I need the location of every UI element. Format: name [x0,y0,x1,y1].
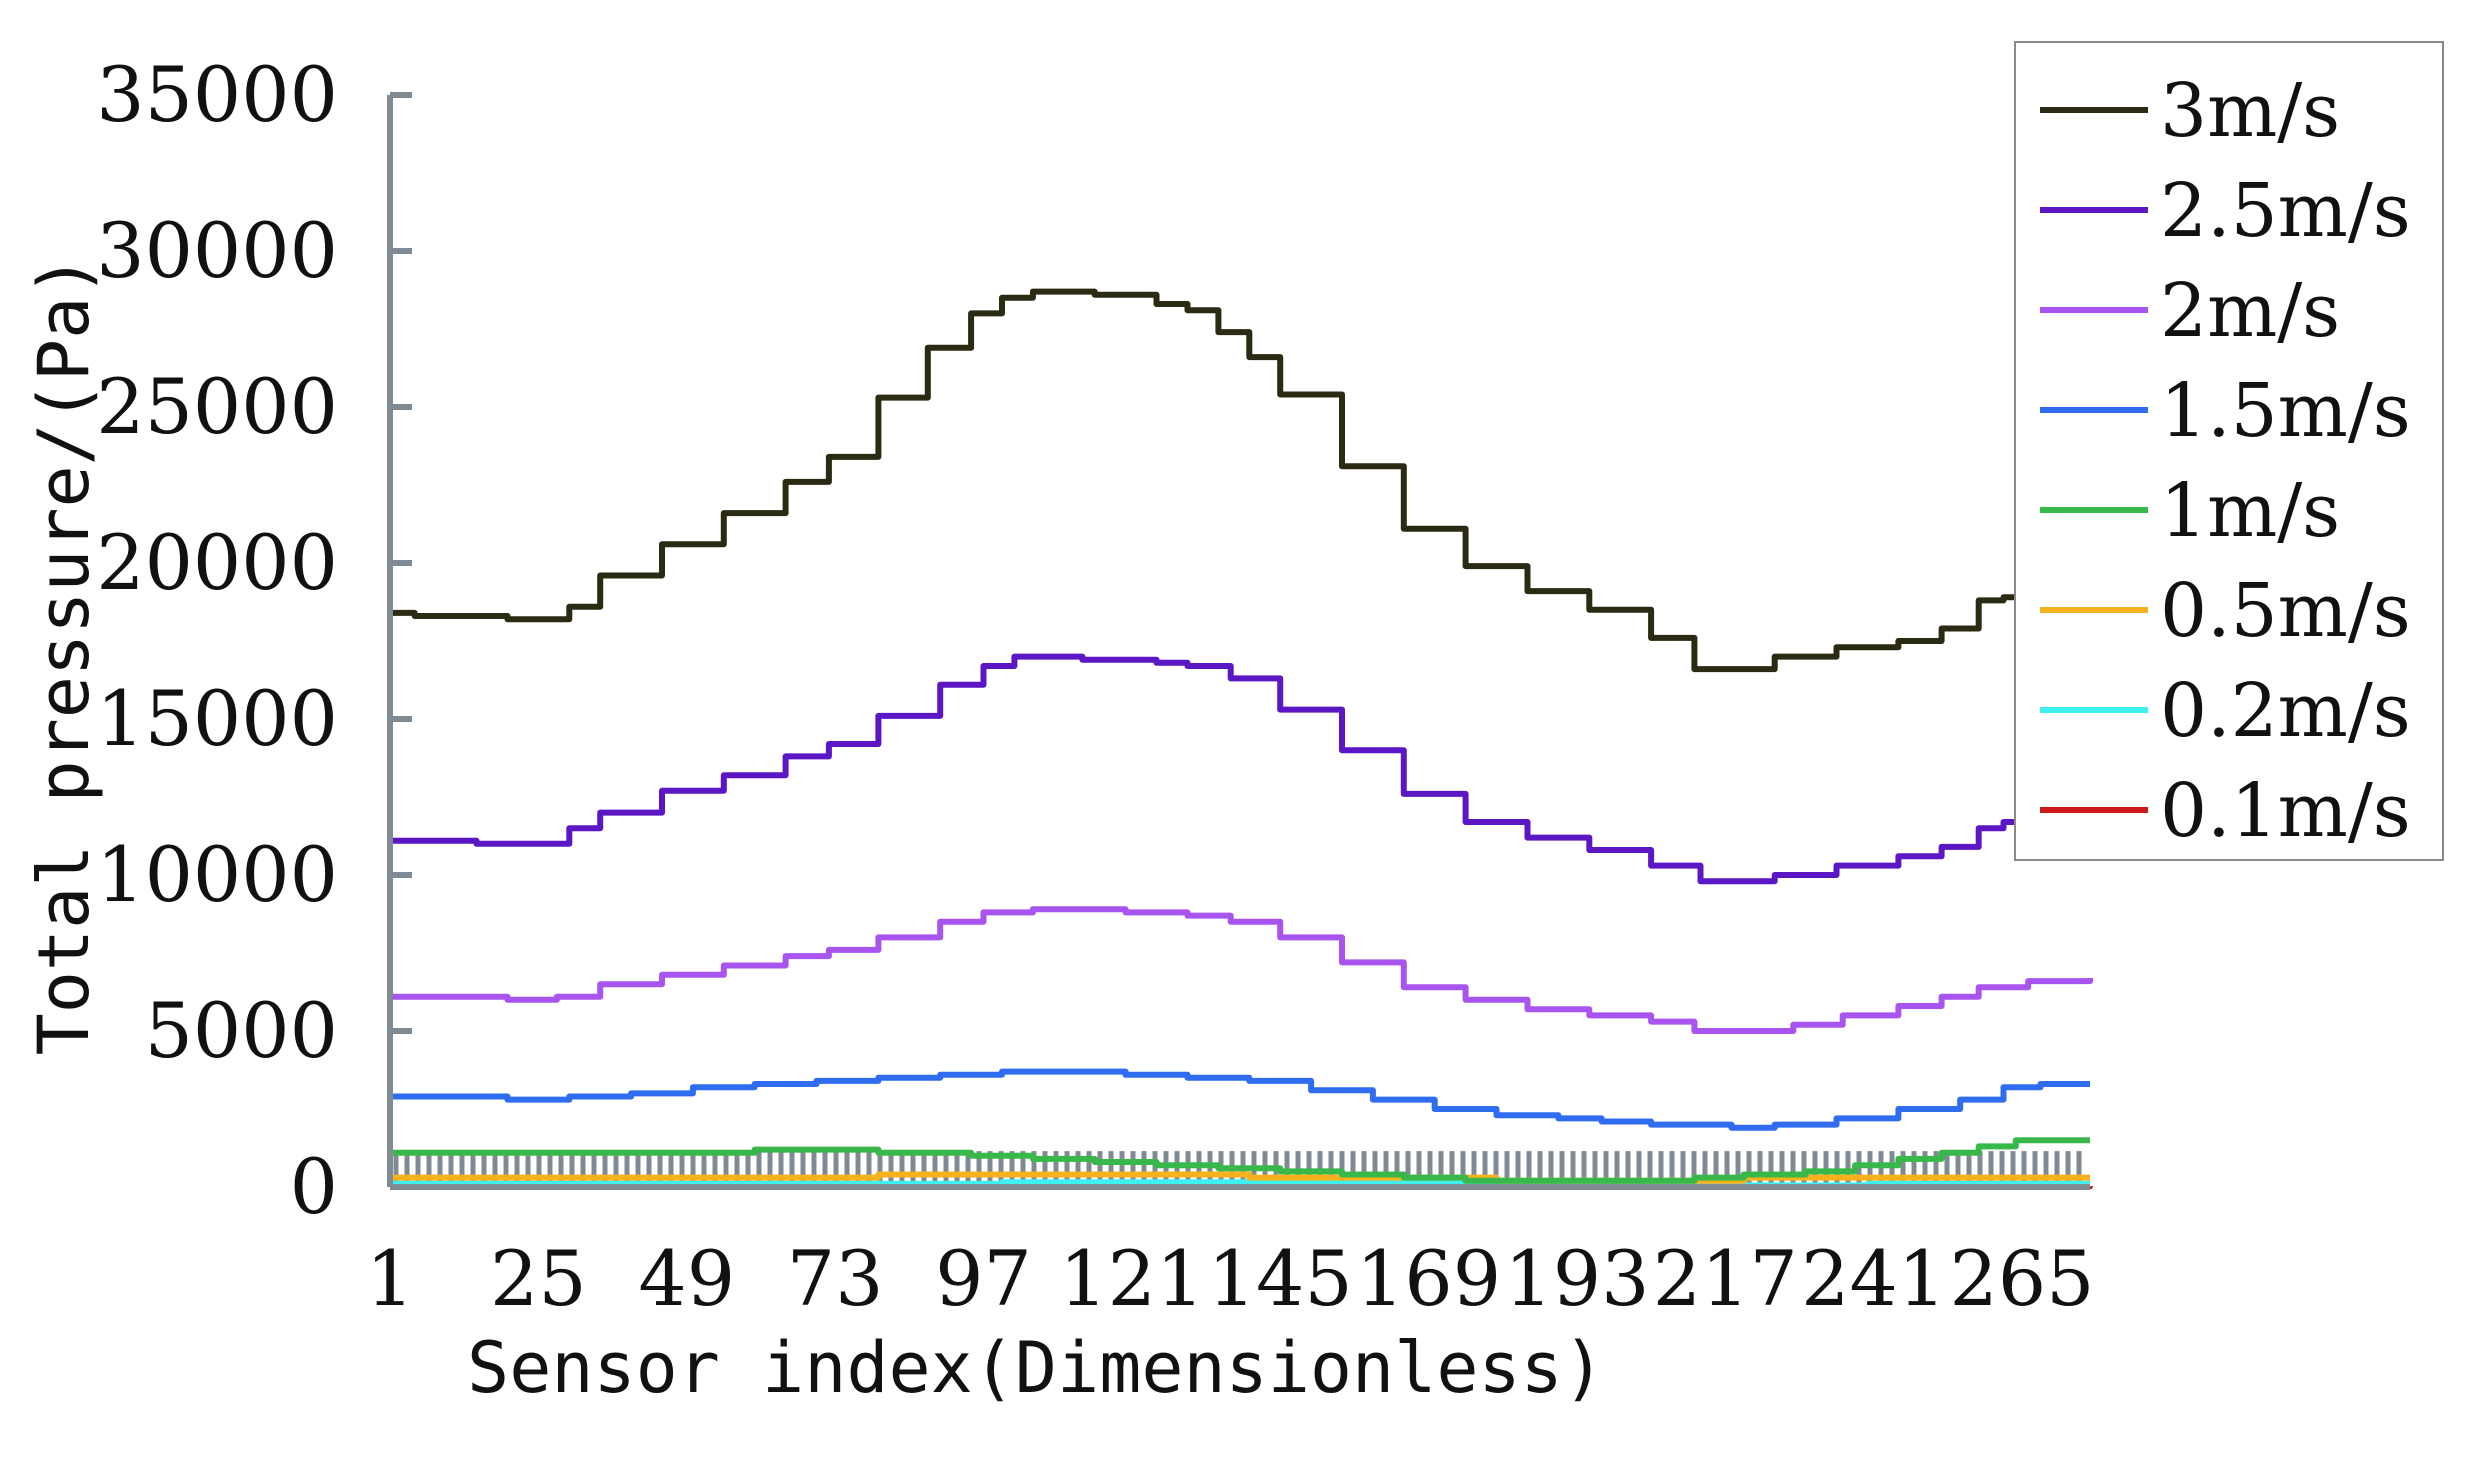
x-tick-label: 241 [1801,1234,1946,1323]
legend-label: 0.5m/s [2160,568,2411,654]
x-tick-label: 265 [1949,1234,2094,1323]
series-line [390,1137,2090,1184]
x-tick-label: 121 [1059,1234,1204,1323]
x-tick-label: 193 [1504,1234,1649,1323]
axes: 0 5000 10000 15000 20000 25000 30000 35000 1 25 49… [96,50,2094,1323]
series-line [390,288,2016,673]
x-tick-label: 73 [787,1234,884,1323]
legend-label: 3m/s [2160,68,2340,154]
x-tick-label: 1 [366,1234,414,1323]
legend-box [2014,41,2444,861]
series-line [390,1171,2090,1184]
series-line [390,1068,2090,1131]
legend-label: 2m/s [2160,268,2340,354]
legend-label: 0.1m/s [2160,768,2411,854]
legend-label: 2.5m/s [2160,168,2411,254]
series-line [390,906,2093,1034]
y-tick-label: 25000 [96,362,338,451]
x-axis-title: Sensor index(Dimensionless) [467,1327,1605,1409]
y-tick-label: 0 [290,1142,338,1231]
y-tick-label: 35000 [96,50,338,139]
legend: 3m/s 2.5m/s 2m/s 1.5m/s 1m/s 0.5m/s 0.2m/s 0.1m… [2014,41,2444,861]
x-tick-label: 169 [1356,1234,1501,1323]
y-tick-label: 20000 [96,518,338,607]
x-tick-label: 97 [935,1234,1032,1323]
series-line [390,653,2016,885]
x-tick-label: 145 [1208,1234,1353,1323]
legend-label: 1m/s [2160,468,2340,554]
x-tick-label: 25 [490,1234,587,1323]
y-tick-label: 5000 [145,986,338,1075]
y-axis-title: Total pressure/(Pa) [23,255,105,1056]
x-tick-label: 217 [1653,1234,1798,1323]
series-layer [390,288,2093,1190]
legend-label: 1.5m/s [2160,368,2411,454]
y-tick-label: 10000 [96,830,338,919]
legend-label: 0.2m/s [2160,668,2411,754]
y-tick-label: 15000 [96,674,338,763]
y-tick-label: 30000 [96,206,338,295]
x-tick-label: 49 [638,1234,735,1323]
